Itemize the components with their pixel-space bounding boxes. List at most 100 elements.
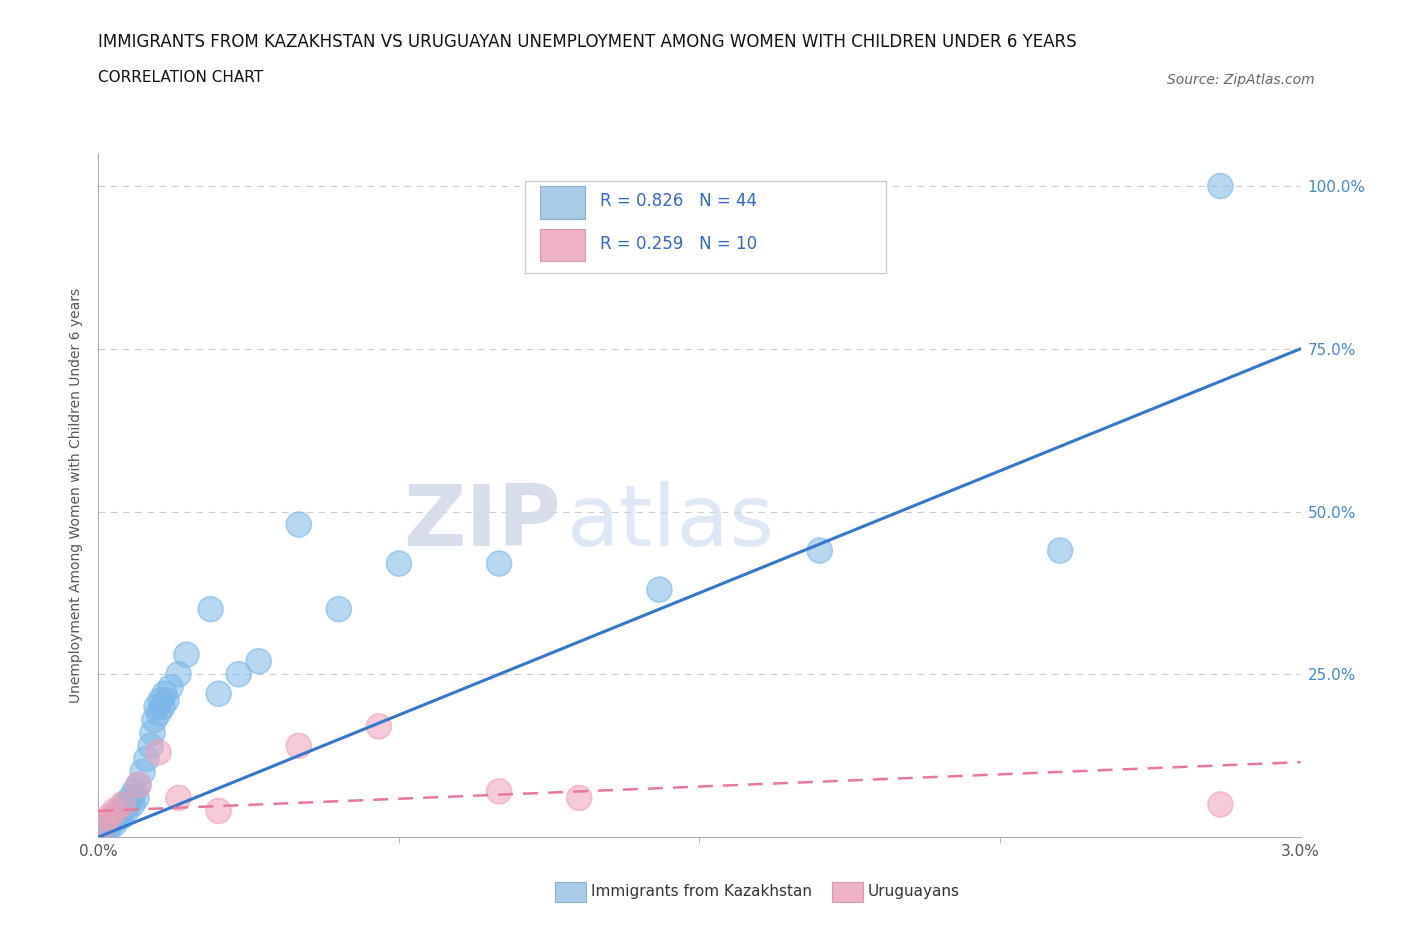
Point [143, 712, 166, 727]
Point [153, 686, 176, 701]
Text: R = 0.259   N = 10: R = 0.259 N = 10 [600, 234, 756, 253]
Point [488, 784, 510, 799]
Point [488, 556, 510, 571]
Point [96, 817, 118, 831]
Point [368, 719, 391, 734]
Point [100, 817, 122, 831]
Point [117, 797, 139, 812]
Point [148, 745, 170, 760]
Text: ZIP: ZIP [404, 481, 561, 565]
Point [152, 699, 174, 714]
Point [288, 738, 311, 753]
FancyBboxPatch shape [526, 180, 886, 273]
Point [114, 797, 136, 812]
Point [131, 764, 153, 779]
Text: Uruguayans: Uruguayans [868, 884, 959, 899]
Point [96, 817, 118, 831]
Point [131, 764, 153, 779]
Point [120, 790, 142, 805]
Point [111, 804, 134, 818]
Point [1209, 179, 1232, 193]
Point [148, 745, 170, 760]
Point [208, 686, 231, 701]
Point [648, 582, 671, 597]
Point [488, 784, 510, 799]
Point [648, 582, 671, 597]
Point [368, 719, 391, 734]
Point [111, 804, 134, 818]
Bar [540, 229, 585, 261]
Point [103, 817, 125, 831]
Point [167, 790, 190, 805]
Point [1209, 797, 1232, 812]
Point [288, 738, 311, 753]
Point [110, 810, 132, 825]
Point [120, 790, 142, 805]
Point [128, 777, 150, 792]
Point [111, 797, 134, 812]
Point [568, 790, 591, 805]
Point [388, 556, 411, 571]
Point [128, 777, 150, 792]
Point [111, 797, 134, 812]
Point [117, 797, 139, 812]
Point [107, 804, 129, 818]
Y-axis label: Unemployment Among Women with Children Under 6 years: Unemployment Among Women with Children U… [69, 287, 83, 703]
Point [155, 693, 177, 708]
Point [328, 602, 350, 617]
Point [139, 738, 162, 753]
Point [110, 810, 132, 825]
Point [148, 706, 170, 721]
Point [200, 602, 222, 617]
Point [105, 810, 128, 825]
Text: Source: ZipAtlas.com: Source: ZipAtlas.com [1167, 73, 1315, 86]
Point [135, 751, 157, 766]
Point [208, 686, 231, 701]
Point [115, 804, 138, 818]
Point [149, 693, 172, 708]
Point [208, 804, 231, 818]
Point [143, 712, 166, 727]
Point [288, 517, 311, 532]
Point [167, 667, 190, 682]
Point [93, 823, 115, 838]
Point [148, 706, 170, 721]
Point [103, 804, 125, 818]
Point [167, 790, 190, 805]
Point [228, 667, 250, 682]
Point [145, 699, 167, 714]
Point [1049, 543, 1071, 558]
Point [121, 797, 143, 812]
Point [93, 817, 115, 831]
Point [121, 797, 143, 812]
Point [247, 654, 270, 669]
Point [153, 686, 176, 701]
Point [228, 667, 250, 682]
Point [103, 817, 125, 831]
Point [141, 725, 163, 740]
Point [288, 517, 311, 532]
Point [101, 810, 124, 825]
Point [176, 647, 198, 662]
Point [125, 790, 148, 805]
Point [1209, 797, 1232, 812]
Point [1049, 543, 1071, 558]
Point [159, 680, 181, 695]
Text: IMMIGRANTS FROM KAZAKHSTAN VS URUGUAYAN UNEMPLOYMENT AMONG WOMEN WITH CHILDREN U: IMMIGRANTS FROM KAZAKHSTAN VS URUGUAYAN … [98, 33, 1077, 50]
Point [97, 823, 120, 838]
Point [115, 804, 138, 818]
Point [208, 804, 231, 818]
Point [808, 543, 831, 558]
Point [200, 602, 222, 617]
Point [176, 647, 198, 662]
Point [145, 699, 167, 714]
Point [167, 667, 190, 682]
Point [124, 784, 146, 799]
Point [808, 543, 831, 558]
Point [114, 797, 136, 812]
Point [135, 751, 157, 766]
Point [100, 817, 122, 831]
Point [93, 823, 115, 838]
Point [155, 693, 177, 708]
Text: CORRELATION CHART: CORRELATION CHART [98, 70, 263, 85]
